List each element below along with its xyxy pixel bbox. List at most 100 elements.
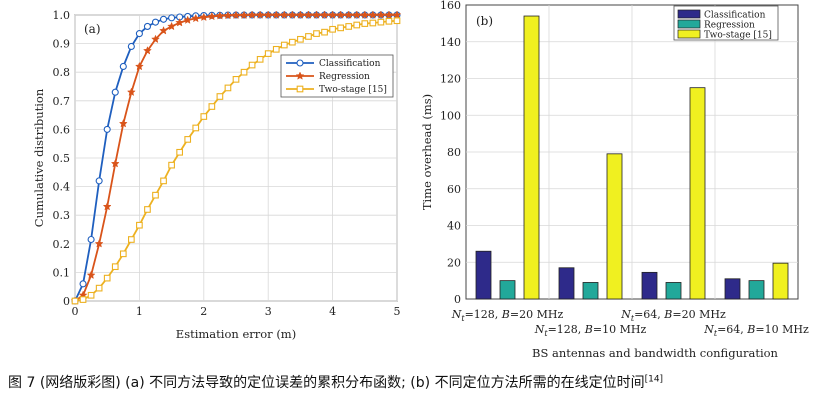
cdf-point-regression (360, 10, 370, 19)
cdf-point-classification (103, 125, 111, 133)
cdf-y-tick-label: 1.0 (53, 9, 71, 22)
cdf-y-tick-label: 0.5 (53, 152, 71, 165)
cdf-series-regression (70, 10, 402, 305)
cdf-point-two-stage-15 (95, 284, 103, 292)
cdf-point-regression (223, 10, 233, 20)
bar-legend-swatch-regression (677, 19, 701, 29)
cdf-point-two-stage-15 (313, 30, 320, 37)
bar-y-tick-label: 60 (447, 183, 461, 196)
bar-y-tick-label: 140 (440, 36, 461, 49)
cdf-point-regression (86, 270, 96, 280)
cdf-point-two-stage-15 (280, 41, 288, 49)
cdf-point-two-stage-15 (152, 191, 159, 199)
cdf-x-axis-label: Estimation error (m) (176, 327, 296, 341)
bar-y-axis-label: Time overhead (ms) (420, 94, 434, 210)
cdf-point-classification (168, 14, 176, 22)
cdf-point-regression (263, 10, 273, 19)
bar-legend-swatch-two-stage-15 (677, 29, 701, 39)
cdf-point-regression (118, 119, 128, 128)
cdf-point-regression (279, 10, 289, 19)
bar-y-tick-label: 20 (447, 256, 461, 269)
cdf-point-classification (95, 177, 103, 185)
cdf-point-regression (231, 10, 241, 20)
bar-legend-swatch-classification (677, 9, 701, 19)
cdf-point-regression (126, 87, 136, 96)
bar-panel-label: (b) (476, 14, 493, 28)
cdf-y-tick-label: 0.8 (53, 66, 71, 79)
cdf-point-regression (110, 159, 120, 168)
bar-regression (499, 280, 516, 300)
bar-regression (665, 282, 682, 300)
cdf-point-classification (87, 235, 95, 244)
cdf-point-two-stage-15 (337, 24, 345, 32)
bar-classification (558, 267, 575, 300)
cdf-point-regression (199, 12, 209, 22)
cdf-chart: 0 1 2 3 4 5 0 0.1 0.2 0.3 0.4 0.5 0.6 0.7 0.8 0.9 1.0 (a… (32, 9, 402, 341)
bar-category-label: Nt=128, B=20 MHz (451, 308, 564, 323)
cdf-x-tick-label: 4 (329, 305, 336, 318)
cdf-point-two-stage-15 (264, 50, 272, 57)
cdf-point-classification (151, 18, 160, 26)
cdf-point-two-stage-15 (240, 68, 248, 76)
cdf-point-two-stage-15 (160, 177, 167, 185)
cdf-point-two-stage-15 (353, 21, 361, 29)
bar-two-stage-15 (772, 262, 789, 300)
figure-caption: 图 7 (网络版彩图) (a) 不同方法导致的定位误差的累积分布函数; (b) … (8, 372, 838, 396)
cdf-point-two-stage-15 (305, 33, 312, 40)
bar-y-tick-label: 40 (447, 220, 461, 233)
cdf-x-tick-label: 2 (200, 305, 207, 318)
cdf-point-classification (127, 42, 135, 51)
cdf-point-regression (255, 10, 265, 19)
cdf-point-two-stage-15 (297, 35, 304, 43)
cdf-point-regression (304, 10, 313, 19)
cdf-point-classification (143, 22, 151, 30)
cdf-point-two-stage-15 (87, 291, 95, 299)
cdf-point-regression (320, 10, 329, 19)
cdf-series (70, 10, 402, 305)
cdf-point-regression (94, 239, 104, 248)
cdf-point-regression (207, 11, 217, 21)
cdf-y-tick-label: 0.7 (53, 95, 71, 108)
bar-legend-label-two-stage-15: Two-stage [15] (704, 31, 772, 41)
cdf-point-classification (135, 30, 143, 38)
cdf-point-two-stage-15 (288, 38, 296, 46)
bar-y-tick-label: 0 (454, 293, 461, 306)
cdf-point-two-stage-15 (248, 61, 256, 69)
cdf-point-regression (215, 11, 225, 20)
cdf-point-two-stage-15 (216, 93, 224, 100)
cdf-point-two-stage-15 (136, 221, 143, 229)
cdf-point-classification (111, 88, 119, 96)
cdf-point-classification (119, 62, 127, 71)
cdf-point-two-stage-15 (385, 17, 393, 25)
cdf-point-regression (143, 46, 152, 55)
cdf-x-tick-label: 1 (136, 305, 143, 318)
bar-y-tick-label: 100 (440, 109, 461, 122)
cdf-y-tick-label: 0.3 (53, 209, 71, 222)
cdf-point-regression (239, 10, 249, 20)
bar-ticks: 0 20 40 60 80 100 120 140 160 (440, 0, 461, 306)
cdf-point-two-stage-15 (272, 45, 280, 53)
cdf-point-two-stage-15 (208, 103, 216, 110)
bar-classification (724, 278, 741, 300)
cdf-x-tick-label: 0 (72, 305, 79, 318)
bar-legend-label-classification: Classification (704, 11, 766, 21)
bar-category-label: Nt=128, B=10 MHz (534, 323, 647, 338)
bar-category-label: Nt=64, B=10 MHz (703, 323, 809, 338)
cdf-point-two-stage-15 (71, 297, 79, 305)
cdf-point-two-stage-15 (184, 136, 192, 143)
bar-x-axis-label: BS antennas and bandwidth configuration (532, 346, 779, 360)
cdf-legend-marker-two-stage-15 (296, 85, 304, 93)
caption-ref: [14] (644, 374, 664, 385)
cdf-ticks: 0 1 2 3 4 5 0 0.1 0.2 0.3 0.4 0.5 0.6 0.7 0.8 0.9 1.0 (53, 9, 401, 318)
caption-label: 图 7 (8, 375, 36, 391)
cdf-y-tick-label: 0.2 (53, 238, 71, 251)
cdf-point-two-stage-15 (192, 124, 200, 132)
cdf-point-two-stage-15 (232, 76, 240, 83)
cdf-point-regression (328, 10, 338, 19)
cdf-point-regression (287, 10, 297, 19)
bar-regression (748, 280, 765, 300)
cdf-point-classification (79, 280, 87, 288)
cdf-legend-marker-regression (295, 71, 305, 80)
